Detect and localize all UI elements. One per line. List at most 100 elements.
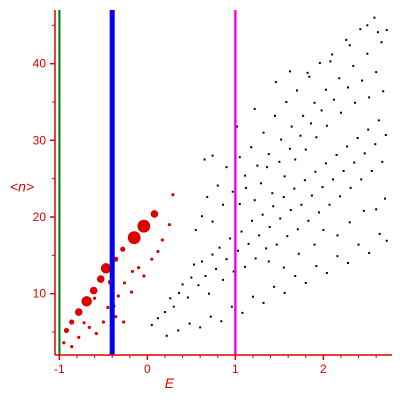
data-point-red — [89, 286, 98, 295]
data-point-black — [211, 154, 214, 157]
data-point-black — [293, 187, 296, 190]
data-point-black — [320, 109, 323, 112]
data-point-black — [307, 219, 310, 222]
data-point-black — [294, 158, 297, 161]
data-point-black — [385, 239, 388, 242]
data-point-black — [186, 296, 189, 299]
data-point-black — [338, 77, 341, 80]
data-point-black — [335, 153, 338, 156]
data-point-black — [353, 161, 356, 164]
data-point-black — [336, 234, 339, 237]
data-point-red — [100, 263, 112, 274]
data-point-red — [122, 320, 126, 324]
data-point-red — [156, 249, 160, 254]
data-point-red — [137, 219, 151, 233]
data-point-black — [231, 190, 234, 193]
data-point-black — [366, 52, 369, 55]
data-point-black — [209, 315, 212, 318]
x-tick-label: -1 — [54, 362, 65, 376]
data-point-black — [367, 128, 370, 131]
data-point-red — [120, 246, 126, 252]
data-point-black — [374, 143, 377, 146]
data-point-red — [96, 275, 105, 283]
data-point-black — [272, 205, 275, 208]
y-tick-label: 40 — [33, 57, 47, 71]
data-point-black — [346, 145, 349, 148]
axes — [54, 10, 392, 356]
data-point-red — [74, 308, 83, 316]
data-point-black — [300, 203, 303, 206]
data-point-black — [254, 257, 257, 260]
data-point-black — [172, 305, 175, 308]
data-point-black — [382, 90, 385, 93]
data-point-black — [256, 164, 259, 167]
data-point-black — [325, 88, 328, 91]
data-point-black — [207, 292, 210, 295]
data-point-red — [87, 325, 91, 329]
data-point-black — [383, 197, 386, 200]
y-tick-label: 10 — [33, 287, 47, 301]
vertical-lines — [58, 10, 237, 355]
data-point-black — [328, 203, 331, 206]
data-point-black — [267, 260, 270, 263]
data-point-black — [262, 131, 265, 134]
data-point-red — [92, 296, 97, 300]
data-point-red — [114, 315, 118, 319]
data-point-black — [375, 208, 378, 211]
data-point-black — [332, 98, 335, 101]
data-point-black — [332, 178, 335, 181]
data-point-red — [69, 319, 75, 325]
data-point-black — [237, 249, 240, 252]
data-point-black — [197, 284, 200, 287]
data-point-red — [171, 193, 175, 197]
data-point-black — [325, 124, 328, 127]
data-point-black — [302, 114, 305, 117]
series-black — [150, 16, 388, 337]
data-point-black — [244, 265, 247, 268]
data-point-black — [236, 125, 239, 128]
data-point-red — [129, 290, 134, 294]
data-point-black — [247, 242, 250, 245]
data-point-red — [82, 321, 86, 325]
data-point-black — [331, 53, 334, 56]
data-point-black — [218, 246, 221, 249]
data-point-black — [211, 253, 214, 256]
x-tick-label: 2 — [320, 362, 327, 376]
data-point-black — [285, 101, 288, 103]
data-point-black — [177, 329, 180, 332]
data-point-black — [244, 174, 247, 177]
data-point-black — [194, 229, 197, 232]
data-point-black — [313, 101, 316, 104]
data-point-black — [321, 186, 324, 189]
data-point-red — [116, 294, 120, 298]
data-point-black — [266, 166, 269, 169]
data-point-black — [349, 186, 352, 189]
data-point-black — [241, 311, 244, 314]
data-point-red — [77, 335, 81, 339]
data-point-black — [310, 194, 313, 197]
data-point-black — [296, 228, 299, 231]
data-point-black — [385, 28, 388, 31]
data-point-black — [238, 156, 241, 159]
data-point-black — [200, 215, 203, 218]
data-point-black — [230, 305, 233, 308]
data-point-black — [222, 278, 225, 281]
data-point-black — [282, 266, 285, 269]
data-point-black — [274, 81, 277, 84]
data-point-black — [325, 162, 328, 165]
data-point-red — [101, 320, 105, 324]
data-point-black — [271, 192, 274, 195]
data-point-black — [251, 219, 254, 222]
data-point-black — [275, 243, 278, 246]
data-point-black — [188, 322, 191, 325]
data-point-black — [360, 178, 363, 181]
data-point-black — [199, 326, 202, 329]
data-point-black — [303, 179, 306, 182]
data-point-black — [314, 170, 317, 173]
data-point-red — [150, 257, 154, 261]
data-point-black — [238, 202, 241, 205]
data-point-black — [283, 175, 286, 178]
data-point-black — [380, 41, 383, 44]
data-point-black — [251, 295, 254, 298]
data-point-black — [240, 230, 243, 233]
